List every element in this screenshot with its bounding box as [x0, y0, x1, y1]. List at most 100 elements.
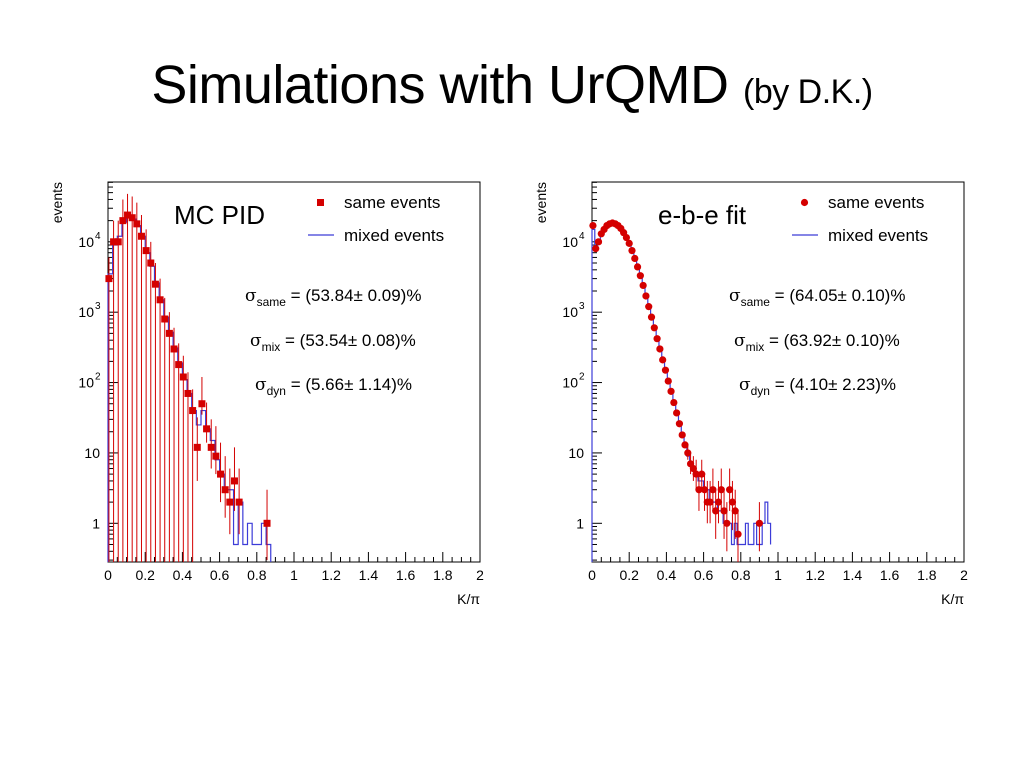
data-point [650, 324, 658, 332]
data-point [670, 398, 678, 407]
x-tick-label: 0.4 [657, 567, 677, 583]
data-point [645, 303, 653, 311]
data-point [633, 263, 642, 271]
sigma-subscript: same [257, 295, 287, 309]
y-tick-label: 10 [78, 304, 94, 320]
y-tick-exponent: 2 [579, 372, 585, 383]
data-point [622, 233, 631, 242]
data-point [189, 407, 197, 415]
y-tick-label: 10 [568, 445, 584, 461]
sigma-symbol: σ [255, 375, 267, 395]
data-point [203, 425, 211, 433]
sigma-subscript: dyn [267, 384, 286, 398]
sigma-symbol: σ [734, 331, 746, 351]
slide-title-note: (by D.K.) [743, 73, 873, 111]
data-point [653, 335, 661, 343]
data-point [170, 345, 178, 353]
y-tick-exponent: 2 [95, 372, 101, 383]
sigma-subscript: mix [262, 340, 281, 354]
sigma-mix-annotation: σmix = (63.92± 0.10)% [734, 331, 900, 354]
sigma-subscript: same [741, 295, 771, 309]
x-tick-label: 1.6 [880, 567, 900, 583]
x-tick-label: 1.6 [396, 567, 416, 583]
sigma-value: = (64.05± 0.10)% [770, 286, 906, 305]
data-point [119, 217, 127, 225]
data-point [639, 281, 647, 290]
y-tick-exponent: 3 [95, 301, 101, 312]
data-point [656, 345, 664, 353]
y-tick-label: 10 [562, 304, 578, 320]
data-point [726, 486, 734, 494]
data-point [133, 220, 141, 228]
x-tick-label: 1 [774, 567, 782, 583]
data-point [698, 470, 706, 478]
y-tick-label: 1 [576, 515, 584, 531]
data-point [664, 377, 672, 385]
x-tick-label: 0 [104, 567, 112, 583]
data-point [681, 441, 689, 449]
x-tick-label: 1 [290, 567, 298, 583]
data-point [207, 443, 215, 451]
data-point [217, 470, 225, 478]
data-point [161, 315, 169, 323]
y-tick-label: 1 [92, 515, 100, 531]
x-tick-label: 0.6 [210, 567, 230, 583]
data-point [667, 387, 675, 395]
sigma-value: = (53.84± 0.09)% [286, 286, 422, 305]
y-tick-exponent: 4 [579, 231, 585, 242]
data-point [105, 275, 113, 283]
data-point [659, 356, 667, 364]
data-point [661, 366, 670, 374]
data-point [709, 486, 717, 494]
x-tick-label: 0.4 [173, 567, 193, 583]
x-tick-label: 1.8 [433, 567, 453, 583]
sigma-value: = (53.54± 0.08)% [280, 331, 416, 350]
data-point [592, 245, 600, 253]
data-point [625, 239, 633, 247]
y-tick-exponent: 4 [95, 231, 101, 242]
x-tick-label: 1.8 [917, 567, 937, 583]
y-tick-label: 10 [84, 445, 100, 461]
y-tick-label: 10 [562, 375, 578, 391]
sigma-subscript: dyn [751, 384, 770, 398]
data-point [230, 477, 238, 485]
data-point [110, 238, 118, 246]
y-axis-label: events [49, 182, 65, 223]
data-point [179, 373, 187, 381]
same-events-points [589, 219, 763, 562]
legend: same events mixed events [308, 193, 444, 245]
y-axis-label: events [533, 182, 549, 223]
y-tick-label: 10 [78, 375, 94, 391]
data-point [642, 292, 650, 300]
sigma-mix-annotation: σmix = (53.54± 0.08)% [250, 331, 416, 354]
data-point [156, 296, 164, 304]
chart-title: e-b-e fit [658, 200, 747, 230]
data-point [720, 507, 728, 515]
x-tick-label: 0.8 [731, 567, 751, 583]
sigma-dyn-annotation: σdyn = (4.10± 2.23)% [739, 375, 896, 398]
data-point [695, 486, 703, 494]
data-point [755, 519, 763, 527]
data-point [175, 361, 183, 369]
legend-same-marker [317, 199, 324, 206]
data-point [226, 498, 234, 506]
data-point [675, 420, 684, 428]
slide-title-main: Simulations with UrQMD [151, 55, 729, 115]
data-point [263, 519, 271, 527]
x-tick-label: 1.2 [321, 567, 341, 583]
data-point [717, 486, 725, 494]
sigma-symbol: σ [729, 286, 741, 306]
x-tick-label: 1.2 [805, 567, 825, 583]
sigma-value: = (5.66± 1.14)% [286, 375, 412, 394]
data-point [712, 507, 720, 515]
data-point [137, 232, 145, 240]
data-point [142, 247, 150, 255]
sigma-symbol: σ [250, 331, 262, 351]
legend-same-label: same events [828, 193, 924, 212]
data-point [165, 329, 173, 337]
x-axis-label: K/π [457, 591, 480, 607]
same-events-points [105, 193, 271, 562]
data-point [673, 409, 681, 417]
